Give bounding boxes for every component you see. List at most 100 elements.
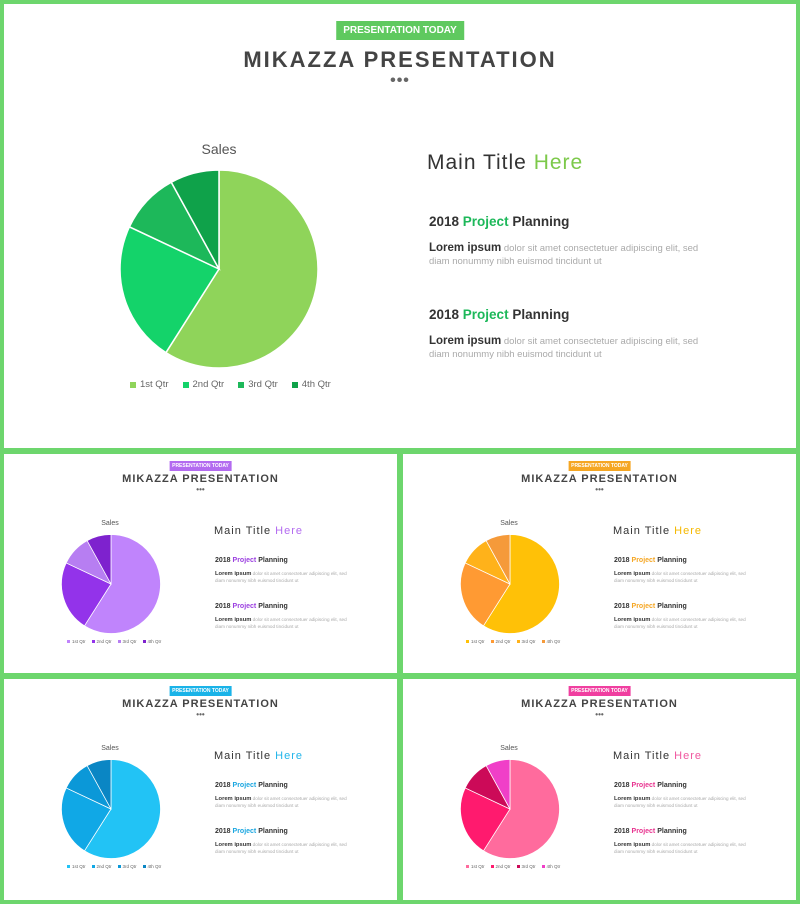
legend-item: 1st Qtr bbox=[67, 864, 86, 869]
body-lead: Lorem ipsum bbox=[614, 617, 651, 623]
legend-swatch bbox=[91, 640, 95, 643]
body-text: dolor sit amet consectetuer adipiscing e… bbox=[215, 842, 347, 854]
slide-purple: PRESENTATION TODAY MIKAZZA PRESENTATION … bbox=[4, 454, 397, 673]
slide-title: MIKAZZA PRESENTATION bbox=[122, 473, 279, 485]
legend-swatch bbox=[142, 640, 146, 643]
section-heading: 2018 Project Planning bbox=[215, 782, 288, 789]
section-year: 2018 bbox=[614, 603, 632, 610]
section-body: Lorem ipsum dolor sit amet consectetuer … bbox=[429, 335, 714, 361]
legend-item: 3rd Qtr bbox=[516, 639, 536, 644]
section-heading: 2018 Project Planning bbox=[614, 603, 687, 610]
dots-decoration: ••• bbox=[196, 710, 205, 719]
chart-title: Sales bbox=[500, 745, 518, 752]
section-highlight: Project bbox=[462, 214, 509, 229]
legend-item: 2nd Qtr bbox=[490, 639, 511, 644]
section-heading: 2018 Project Planning bbox=[215, 557, 288, 564]
section-body: Lorem ipsum dolor sit amet consectetuer … bbox=[429, 242, 714, 268]
pie-slice-2 bbox=[61, 562, 112, 627]
badge: PRESENTATION TODAY bbox=[169, 461, 232, 471]
legend-item: 2nd Qtr bbox=[91, 639, 112, 644]
chart-legend: 1st Qtr 2nd Qtr 3rd Qtr 4th Qtr bbox=[466, 864, 566, 869]
legend-item: 3rd Qtr bbox=[117, 864, 137, 869]
section-year: 2018 bbox=[215, 828, 233, 835]
legend-label: 3rd Qtr bbox=[122, 864, 137, 869]
section-rest: Planning bbox=[655, 782, 687, 789]
body-text: dolor sit amet consectetuer adipiscing e… bbox=[614, 617, 746, 629]
pie-slice-4 bbox=[170, 169, 220, 270]
chart-title: Sales bbox=[201, 141, 237, 157]
dots-decoration: ••• bbox=[595, 710, 604, 719]
body-text: dolor sit amet consectetuer adipiscing e… bbox=[429, 243, 699, 267]
chart-legend: 1st Qtr 2nd Qtr 3rd Qtr 4th Qtr bbox=[67, 864, 167, 869]
pie-slice-1 bbox=[164, 169, 319, 369]
section-year: 2018 bbox=[614, 782, 632, 789]
main-title-accent: Here bbox=[533, 151, 584, 174]
legend-swatch bbox=[67, 865, 70, 868]
section-year: 2018 bbox=[614, 828, 632, 835]
legend-label: 2nd Qtr bbox=[96, 639, 112, 644]
legend-item: 2nd Qtr bbox=[490, 864, 511, 869]
section-highlight: Project bbox=[232, 603, 257, 610]
pie-slice-1 bbox=[482, 759, 560, 859]
chart-title: Sales bbox=[101, 745, 119, 752]
section-rest: Planning bbox=[508, 307, 570, 322]
legend-swatch bbox=[67, 640, 70, 643]
legend-item: 1st Qtr bbox=[130, 379, 169, 390]
section-body: Lorem ipsum dolor sit amet consectetuer … bbox=[215, 571, 355, 584]
legend-swatch bbox=[142, 865, 146, 868]
section-heading: 2018 Project Planning bbox=[614, 557, 687, 564]
legend-item: 2nd Qtr bbox=[182, 379, 224, 390]
dots-decoration: ••• bbox=[196, 485, 205, 494]
pie-slice-2 bbox=[460, 787, 511, 852]
body-lead: Lorem ipsum bbox=[614, 796, 651, 802]
legend-swatch bbox=[117, 865, 121, 868]
legend-label: 2nd Qtr bbox=[495, 864, 511, 869]
legend-label: 4th Qtr bbox=[147, 639, 162, 644]
legend-label: 1st Qtr bbox=[72, 639, 86, 644]
legend-item: 3rd Qtr bbox=[516, 864, 536, 869]
legend-swatch bbox=[130, 381, 136, 388]
section-heading: 2018 Project Planning bbox=[215, 603, 288, 610]
legend-item: 4th Qtr bbox=[291, 379, 331, 390]
badge: PRESENTATION TODAY bbox=[169, 686, 232, 696]
body-text: dolor sit amet consectetuer adipiscing e… bbox=[215, 617, 347, 629]
legend-item: 3rd Qtr bbox=[117, 639, 137, 644]
section-rest: Planning bbox=[256, 782, 288, 789]
pie-slice-1 bbox=[83, 759, 161, 859]
section-heading: 2018 Project Planning bbox=[429, 307, 569, 322]
main-title-text: Main Title bbox=[427, 151, 534, 174]
legend-swatch bbox=[516, 640, 520, 643]
section-rest: Planning bbox=[256, 557, 288, 564]
legend-label: 1st Qtr bbox=[471, 864, 485, 869]
body-text: dolor sit amet consectetuer adipiscing e… bbox=[614, 842, 746, 854]
legend-swatch bbox=[516, 865, 520, 868]
legend-swatch bbox=[238, 381, 245, 388]
body-text: dolor sit amet consectetuer adipiscing e… bbox=[614, 796, 746, 808]
main-title-accent: Here bbox=[275, 750, 303, 762]
legend-label: 1st Qtr bbox=[471, 639, 485, 644]
legend-swatch bbox=[466, 640, 469, 643]
pie-chart bbox=[460, 534, 560, 634]
body-lead: Lorem ipsum bbox=[614, 842, 651, 848]
legend-label: 1st Qtr bbox=[140, 379, 169, 390]
legend-item: 2nd Qtr bbox=[91, 864, 112, 869]
main-title-accent: Here bbox=[275, 525, 303, 537]
chart-title: Sales bbox=[500, 520, 518, 527]
section-body: Lorem ipsum dolor sit amet consectetuer … bbox=[614, 796, 754, 809]
chart-legend: 1st Qtr 2nd Qtr 3rd Qtr 4th Qtr bbox=[67, 639, 167, 644]
section-rest: Planning bbox=[655, 828, 687, 835]
pie-slice-4 bbox=[485, 759, 511, 810]
slide-orange: PRESENTATION TODAY MIKAZZA PRESENTATION … bbox=[403, 454, 796, 673]
section-body: Lorem ipsum dolor sit amet consectetuer … bbox=[614, 842, 754, 855]
main-title: Main Title Here bbox=[613, 750, 702, 762]
pie-chart bbox=[460, 759, 560, 859]
section-highlight: Project bbox=[631, 603, 656, 610]
legend-item: 4th Qtr bbox=[541, 864, 560, 869]
body-text: dolor sit amet consectetuer adipiscing e… bbox=[215, 571, 347, 583]
badge: PRESENTATION TODAY bbox=[568, 686, 631, 696]
section-body: Lorem ipsum dolor sit amet consectetuer … bbox=[215, 796, 355, 809]
pie-chart bbox=[119, 169, 319, 369]
section-rest: Planning bbox=[256, 828, 288, 835]
section-year: 2018 bbox=[429, 307, 463, 322]
legend-item: 1st Qtr bbox=[466, 864, 485, 869]
